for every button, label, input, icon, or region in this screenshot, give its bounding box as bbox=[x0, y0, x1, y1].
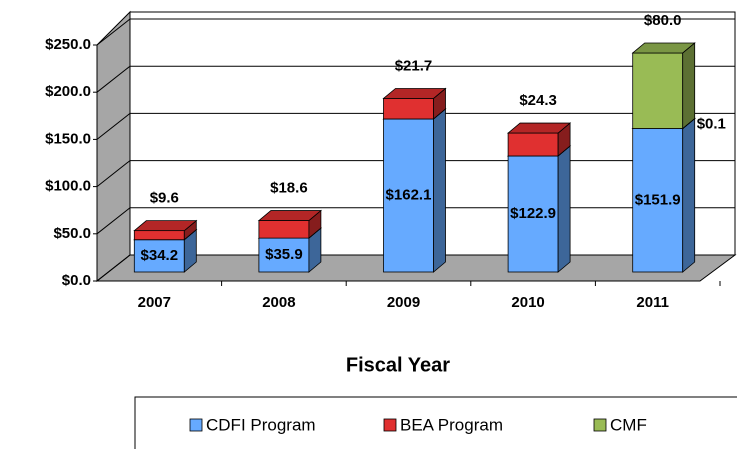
bar-segment bbox=[383, 98, 434, 120]
legend-box bbox=[134, 396, 737, 449]
bar-side bbox=[433, 108, 446, 273]
bar-top bbox=[382, 88, 447, 99]
x-tick-label: 2009 bbox=[387, 294, 420, 311]
y-tick-label: $100.0 bbox=[45, 178, 91, 195]
data-label: $21.7 bbox=[395, 57, 433, 74]
bar-top bbox=[133, 220, 198, 232]
data-label: $9.6 bbox=[150, 190, 179, 207]
grid-line bbox=[96, 112, 735, 140]
x-tick-label: 2008 bbox=[262, 294, 295, 311]
bar-top bbox=[631, 42, 696, 54]
bar-segment bbox=[507, 132, 559, 157]
grid-line bbox=[96, 65, 735, 93]
y-tick-label: $200.0 bbox=[45, 83, 91, 100]
y-tick-label: $250.0 bbox=[45, 36, 91, 53]
data-label: $0.1 bbox=[697, 115, 726, 132]
legend-label: CDFI Program bbox=[206, 415, 316, 434]
bar-segment bbox=[258, 220, 310, 239]
bar-top bbox=[257, 210, 323, 221]
x-tick-label: 2010 bbox=[511, 294, 544, 311]
data-label: $80.0 bbox=[644, 12, 682, 29]
data-label: $35.9 bbox=[265, 246, 303, 263]
legend-swatch bbox=[189, 418, 203, 432]
data-label: $24.3 bbox=[519, 92, 557, 109]
data-label: $122.9 bbox=[510, 205, 556, 222]
bar-top bbox=[506, 122, 572, 134]
bar-side bbox=[557, 145, 571, 273]
bar-segment bbox=[507, 155, 559, 273]
grid-line bbox=[96, 18, 735, 46]
bar-segment bbox=[632, 52, 684, 129]
legend-swatch bbox=[593, 418, 607, 432]
y-tick-label: $150.0 bbox=[45, 130, 91, 147]
bar-segment bbox=[133, 230, 185, 241]
x-tick-label: 2011 bbox=[636, 294, 669, 311]
bar-side bbox=[682, 42, 696, 130]
legend-swatch bbox=[383, 418, 397, 432]
legend: CDFI Program BEA Program CMF bbox=[189, 415, 647, 434]
bar-side bbox=[682, 117, 696, 273]
bar-segment bbox=[133, 239, 185, 273]
legend-label: BEA Program bbox=[400, 415, 503, 434]
y-tick-label: $0.0 bbox=[62, 272, 91, 289]
data-label: $162.1 bbox=[386, 186, 432, 203]
data-label: $34.2 bbox=[141, 247, 179, 264]
x-axis-label: Fiscal Year bbox=[346, 354, 450, 376]
y-tick-label: $50.0 bbox=[53, 225, 91, 242]
legend-label: CMF bbox=[610, 415, 647, 434]
side-wall bbox=[96, 10, 131, 283]
bar-segment bbox=[632, 128, 684, 273]
data-label: $151.9 bbox=[635, 191, 681, 208]
x-tick-label: 2007 bbox=[138, 294, 171, 311]
data-label: $18.6 bbox=[270, 180, 308, 197]
